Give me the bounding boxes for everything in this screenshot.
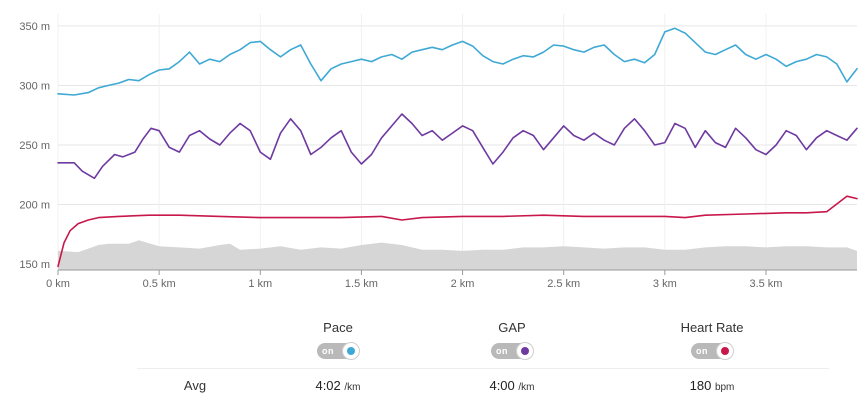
pace-color-dot-icon: [347, 346, 355, 355]
chart-axes: 150 m 200 m 250 m 300 m 350 m 0 km 0.5 km 1 km 1…: [19, 21, 857, 290]
chart: 150 m 200 m 250 m 300 m 350 m 0 km 0.5 km 1 km 1…: [19, 14, 858, 290]
gap-toggle-knob[interactable]: [516, 341, 534, 360]
legend-heart-rate: Heart Rate on: [632, 320, 792, 360]
legend-gap: GAP on: [432, 320, 592, 360]
averages-divider: [137, 368, 829, 369]
heart-rate-line: [57, 195, 858, 268]
heart-rate-toggle-text: on: [696, 345, 708, 356]
pace-toggle[interactable]: on: [317, 341, 360, 360]
legend-pace-label: Pace: [323, 320, 353, 335]
avg-gap: 4:00 /km: [432, 378, 592, 393]
elevation-area: [58, 240, 857, 270]
legend-gap-label: GAP: [498, 320, 526, 335]
x-tick-label: 3.5 km: [749, 278, 782, 290]
legend-pace: Pace on: [258, 320, 418, 360]
elevation-area-layer: [58, 240, 857, 270]
avg-heart-rate-value: 180: [689, 378, 712, 393]
y-tick-label: 150 m: [19, 259, 50, 271]
x-tick-label: 2 km: [451, 278, 475, 290]
gap-toggle[interactable]: on: [491, 341, 534, 360]
x-tick-label: 3 km: [653, 278, 677, 290]
y-tick-label: 250 m: [19, 140, 50, 152]
gap-toggle-text: on: [496, 345, 508, 356]
avg-heart-rate-unit: bpm: [714, 382, 735, 393]
avg-pace: 4:02 /km: [258, 378, 418, 393]
heart-rate-color-dot-icon: [721, 346, 729, 355]
pace-toggle-knob[interactable]: [342, 341, 360, 360]
avg-gap-value: 4:00: [489, 378, 515, 393]
x-tick-label: 2.5 km: [547, 278, 580, 290]
x-tick-label: 0.5 km: [143, 278, 176, 290]
x-tick-label: 1 km: [248, 278, 272, 290]
avg-heart-rate: 180 bpm: [632, 378, 792, 393]
heart-rate-toggle-knob[interactable]: [716, 341, 734, 360]
y-tick-label: 350 m: [19, 21, 50, 33]
gap-color-dot-icon: [521, 346, 529, 355]
pace-line: [57, 27, 858, 96]
chart-grid: [57, 14, 857, 270]
gap-line: [57, 113, 858, 180]
avg-label: Avg: [183, 378, 207, 393]
series-layer: [57, 27, 858, 268]
pace-toggle-text: on: [322, 345, 334, 356]
heart-rate-toggle[interactable]: on: [691, 341, 734, 360]
avg-gap-unit: /km: [518, 382, 535, 393]
y-tick-label: 300 m: [19, 80, 50, 92]
avg-pace-value: 4:02: [315, 378, 341, 393]
avg-pace-unit: /km: [344, 382, 361, 393]
legend-heart-rate-label: Heart Rate: [680, 320, 744, 335]
y-tick-label: 200 m: [19, 200, 50, 212]
x-tick-label: 1.5 km: [345, 278, 378, 290]
x-tick-label: 0 km: [46, 278, 70, 290]
